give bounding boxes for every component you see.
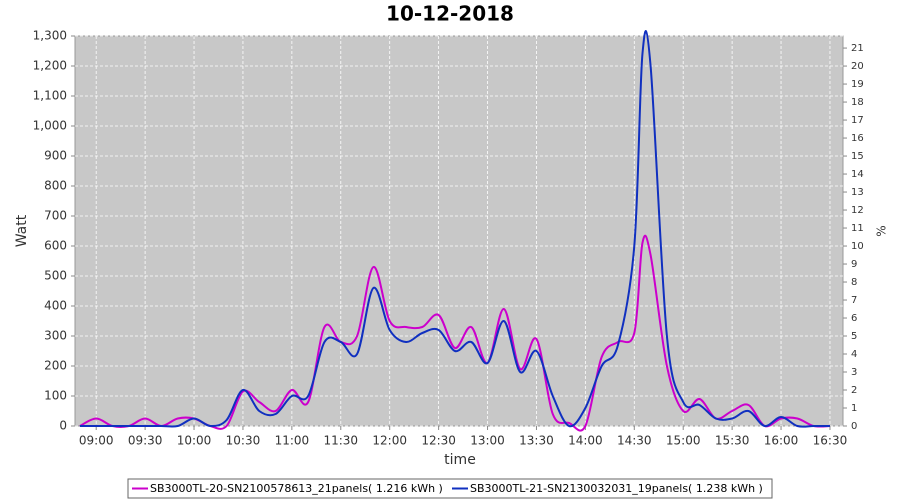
- y2-tick-label: 4: [851, 349, 857, 360]
- plot-area: [74, 35, 844, 427]
- series-line: [79, 30, 830, 428]
- y2-tick-label: 16: [851, 133, 864, 144]
- y2-tick-label: 19: [851, 79, 864, 90]
- y-tick-label: 800: [44, 179, 67, 193]
- y2-tick-label: 9: [851, 259, 857, 270]
- y-tick-label: 900: [44, 149, 67, 163]
- x-tick-label: 09:30: [128, 434, 163, 448]
- x-tick-label: 13:00: [470, 434, 505, 448]
- x-tick-label: 11:00: [275, 434, 310, 448]
- legend: [127, 478, 773, 499]
- y-tick-label: 0: [59, 419, 67, 433]
- y2-tick-label: 10: [851, 241, 864, 252]
- y2-tick-label: 1: [851, 403, 857, 414]
- y-tick-label: 1,000: [33, 119, 67, 133]
- y2-tick-label: 15: [851, 151, 864, 162]
- x-axis-label: time: [444, 452, 476, 468]
- y2-tick-label: 21: [851, 43, 864, 54]
- y2-tick-label: 6: [851, 313, 857, 324]
- y2-tick-label: 12: [851, 205, 864, 216]
- y-tick-label: 700: [44, 209, 67, 223]
- y2-tick-label: 14: [851, 169, 864, 180]
- y2-tick-label: 13: [851, 187, 864, 198]
- x-tick-label: 10:30: [226, 434, 261, 448]
- y2-tick-label: 7: [851, 295, 857, 306]
- x-tick-label: 09:00: [79, 434, 114, 448]
- y2-tick-label: 20: [851, 61, 864, 72]
- y-tick-label: 1,300: [33, 29, 67, 43]
- y2-tick-label: 3: [851, 367, 857, 378]
- legend-label: SB3000TL-20-SN2100578613_21panels( 1.216…: [150, 482, 443, 495]
- x-tick-label: 14:00: [568, 434, 603, 448]
- y2-tick-label: 11: [851, 223, 864, 234]
- y-tick-label: 500: [44, 269, 67, 283]
- legend-label: SB3000TL-21-SN2130032031_19panels( 1.238…: [470, 482, 763, 495]
- y2-axis-label: %: [875, 225, 889, 236]
- y-axis-label: Watt: [14, 214, 30, 247]
- y2-tick-label: 18: [851, 97, 864, 108]
- y-tick-label: 200: [44, 359, 67, 373]
- x-tick-label: 16:00: [764, 434, 799, 448]
- y-tick-label: 600: [44, 239, 67, 253]
- y-tick-label: 100: [44, 389, 67, 403]
- y2-tick-label: 17: [851, 115, 864, 126]
- y-tick-label: 1,200: [33, 59, 67, 73]
- x-tick-label: 13:30: [519, 434, 554, 448]
- y-tick-label: 1,100: [33, 89, 67, 103]
- chart-title: 10-12-2018: [386, 2, 514, 26]
- x-tick-label: 14:30: [617, 434, 652, 448]
- y2-tick-label: 8: [851, 277, 857, 288]
- x-tick-label: 15:30: [715, 434, 750, 448]
- x-tick-label: 12:00: [372, 434, 407, 448]
- y-tick-label: 300: [44, 329, 67, 343]
- y2-tick-label: 2: [851, 385, 857, 396]
- y2-tick-label: 5: [851, 331, 857, 342]
- x-tick-label: 10:00: [177, 434, 212, 448]
- x-tick-label: 12:30: [421, 434, 456, 448]
- x-tick-label: 11:30: [323, 434, 358, 448]
- y2-tick-label: 0: [851, 421, 857, 432]
- x-tick-label: 15:00: [666, 434, 701, 448]
- y-tick-label: 400: [44, 299, 67, 313]
- x-tick-label: 16:30: [813, 434, 848, 448]
